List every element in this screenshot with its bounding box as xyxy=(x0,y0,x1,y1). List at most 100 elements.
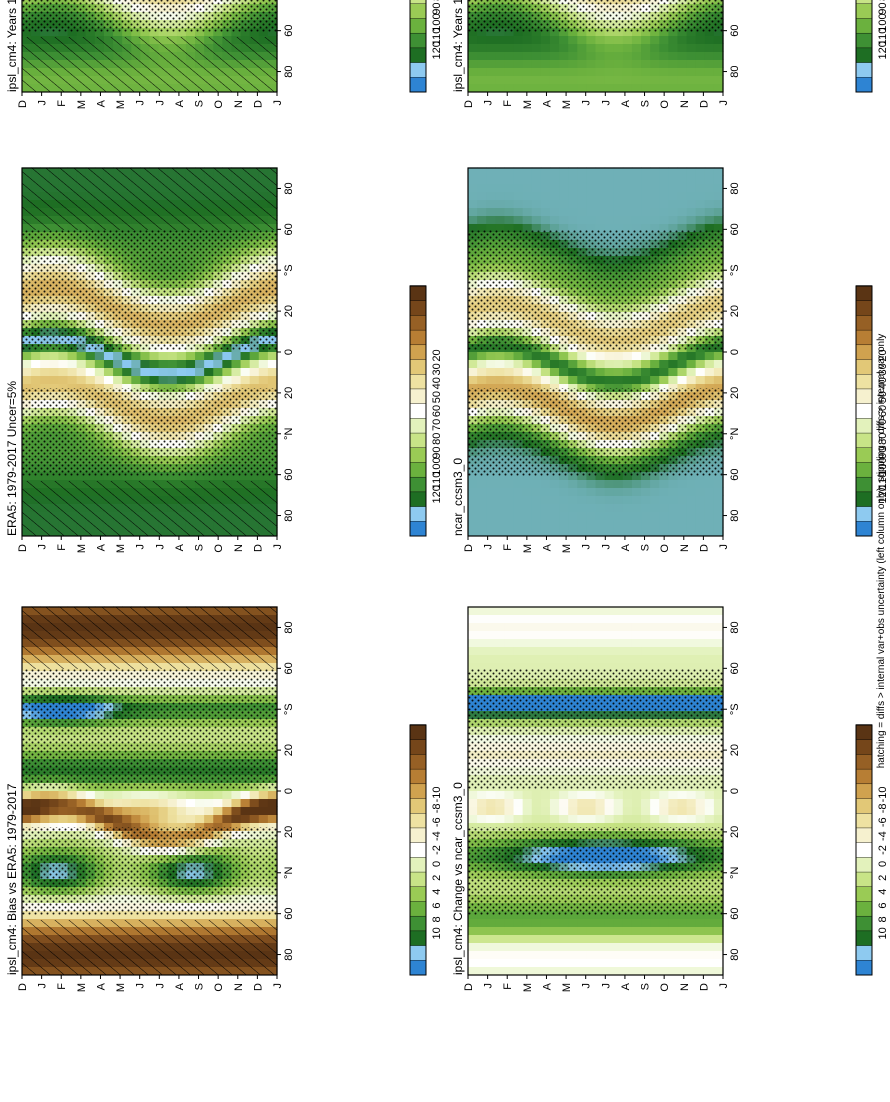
heat-cell xyxy=(31,359,41,368)
heat-cell xyxy=(58,806,69,815)
heat-cell xyxy=(22,367,32,376)
heat-cell xyxy=(522,51,533,60)
heat-cell xyxy=(185,359,196,368)
month-tick-label: J xyxy=(154,100,166,106)
heat-cell xyxy=(240,359,251,368)
heat-cell xyxy=(122,798,132,807)
heat-cell xyxy=(622,35,633,44)
heat-cell xyxy=(185,367,196,376)
heat-cell xyxy=(713,51,724,60)
heat-cell xyxy=(267,351,278,360)
heat-cell xyxy=(213,367,223,376)
heat-cell xyxy=(686,43,697,52)
heat-cell xyxy=(604,83,615,92)
heat-cell xyxy=(76,367,87,376)
heat-cell xyxy=(668,43,679,52)
month-tick-label: O xyxy=(213,544,225,553)
heat-cell xyxy=(577,35,588,44)
heat-cell xyxy=(185,814,196,823)
heat-cell xyxy=(158,806,169,815)
month-tick-label: J xyxy=(154,983,166,989)
month-tick-label: S xyxy=(194,544,206,551)
heat-cell xyxy=(504,51,515,60)
month-tick-label: D xyxy=(17,983,29,991)
heat-cell xyxy=(49,351,60,360)
month-tick-label: D xyxy=(17,100,29,108)
month-tick-label: J xyxy=(37,100,49,106)
heat-cell xyxy=(195,814,205,823)
heat-cell xyxy=(167,351,178,360)
heat-cell xyxy=(540,59,551,68)
heat-cell xyxy=(495,83,506,92)
heat-cell xyxy=(67,806,78,815)
heat-cell xyxy=(713,83,724,92)
heat-cell xyxy=(677,35,688,44)
heat-cell xyxy=(67,351,78,360)
heat-cell xyxy=(158,359,169,368)
heat-cell xyxy=(267,790,278,799)
heat-cell xyxy=(40,367,50,376)
hatching-band xyxy=(22,920,277,975)
heat-cell xyxy=(231,359,242,368)
month-tick-label: D xyxy=(252,100,264,108)
heat-cell xyxy=(486,35,496,44)
heat-cell xyxy=(185,790,196,799)
heat-cell xyxy=(595,75,606,84)
heat-cell xyxy=(131,806,142,815)
heat-cell xyxy=(495,75,506,84)
heat-cell xyxy=(559,51,569,60)
month-tick-label: F xyxy=(56,544,68,551)
heat-cell xyxy=(641,51,651,60)
heat-cell xyxy=(103,351,114,360)
heat-cell xyxy=(85,790,96,799)
month-tick-label: M xyxy=(76,544,88,553)
heat-cell xyxy=(58,790,69,799)
heat-cell xyxy=(94,367,105,376)
heat-cell xyxy=(140,814,151,823)
heat-cell xyxy=(122,375,132,384)
heat-cell xyxy=(540,67,551,76)
heat-cell xyxy=(559,43,569,52)
heat-cell xyxy=(85,351,96,360)
heat-cell xyxy=(568,67,578,76)
heat-cell xyxy=(94,359,105,368)
heat-cell xyxy=(58,814,69,823)
heat-cell xyxy=(122,790,132,799)
heat-cell xyxy=(31,790,41,799)
heat-cell xyxy=(185,798,196,807)
heat-cell xyxy=(240,814,251,823)
heat-cell xyxy=(686,51,697,60)
heat-cell xyxy=(195,359,205,368)
heat-cell xyxy=(650,43,660,52)
heat-cell xyxy=(631,51,642,60)
heat-cell xyxy=(258,814,269,823)
heat-cell xyxy=(267,806,278,815)
heat-cell xyxy=(213,351,223,360)
heat-cell xyxy=(622,51,633,60)
heat-cell xyxy=(659,43,669,52)
month-tick-label: F xyxy=(56,100,68,107)
heat-cell xyxy=(568,59,578,68)
heat-cell xyxy=(513,67,524,76)
stippling-band xyxy=(22,230,277,350)
heat-cell xyxy=(650,51,660,60)
heat-cell xyxy=(559,35,569,44)
heat-cell xyxy=(103,806,114,815)
heat-cell xyxy=(577,43,588,52)
heat-cell xyxy=(586,67,597,76)
heat-cell xyxy=(631,83,642,92)
heat-cell xyxy=(149,806,160,815)
heat-cell xyxy=(222,798,233,807)
heat-cell xyxy=(167,790,178,799)
heat-cell xyxy=(641,59,651,68)
heat-cell xyxy=(477,67,487,76)
heat-cell xyxy=(613,51,624,60)
stippling-band xyxy=(22,388,277,476)
heat-cell xyxy=(103,790,114,799)
month-tick-label: J xyxy=(135,544,147,550)
heat-cell xyxy=(185,806,196,815)
heat-cell xyxy=(713,75,724,84)
heat-cell xyxy=(67,367,78,376)
heat-cell xyxy=(468,67,478,76)
heat-cell xyxy=(58,798,69,807)
